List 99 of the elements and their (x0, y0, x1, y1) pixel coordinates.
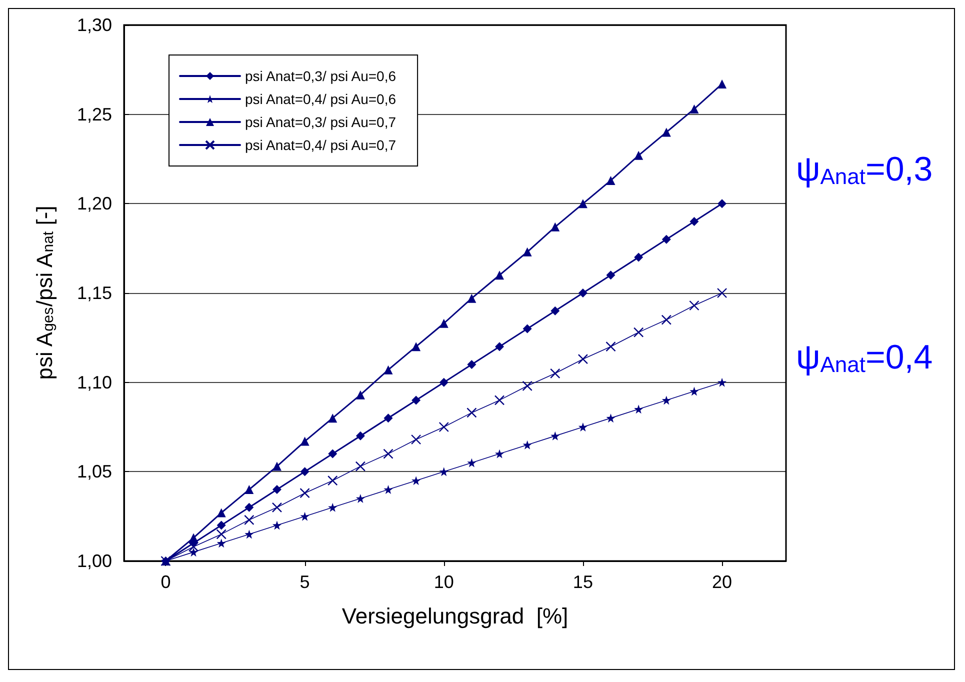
point (606, 414, 616, 423)
y-tick-label: 1,25 (76, 104, 112, 124)
y-tick-label: 1,20 (76, 194, 112, 214)
point (438, 422, 449, 432)
x-tick-label: 10 (434, 572, 454, 592)
point (189, 533, 198, 542)
point (606, 270, 616, 280)
point (244, 485, 254, 494)
point (328, 476, 338, 486)
point (718, 199, 727, 208)
point (383, 448, 394, 459)
point (606, 342, 616, 352)
point (522, 440, 532, 450)
point (550, 431, 560, 440)
point (300, 436, 310, 446)
point (690, 217, 699, 226)
point (272, 462, 282, 471)
point (467, 294, 476, 303)
point (550, 368, 560, 378)
x-tick-label: 20 (712, 572, 732, 592)
point (578, 199, 588, 208)
point (718, 79, 727, 88)
point (216, 508, 226, 518)
point (550, 306, 560, 316)
point (690, 386, 699, 396)
point (439, 378, 448, 387)
point (495, 342, 504, 352)
point (522, 247, 532, 256)
y-tick-label: 1,05 (76, 462, 112, 482)
text: ψAnat=0,4 (796, 338, 933, 377)
legend-label: psi Anat=0,4/ psi Au=0,6 (245, 91, 396, 107)
point (356, 390, 365, 400)
point (495, 449, 504, 458)
point (439, 318, 448, 328)
x-tick-label: 0 (160, 572, 171, 592)
x-axis-title: Versiegelungsgrad [%] (342, 604, 568, 628)
legend-label: psi Anat=0,3/ psi Au=0,6 (245, 68, 396, 84)
point (412, 476, 421, 486)
point (578, 354, 588, 364)
point (328, 449, 338, 458)
point (300, 488, 310, 498)
point (188, 542, 199, 552)
point (272, 502, 282, 512)
point (439, 467, 448, 476)
point (690, 104, 699, 114)
point (410, 434, 422, 445)
point (550, 222, 560, 232)
point (661, 314, 672, 325)
point (522, 380, 532, 392)
y-tick-label: 1,10 (76, 372, 112, 392)
point (662, 396, 671, 405)
point (356, 431, 365, 440)
point (494, 395, 505, 406)
point (718, 378, 727, 387)
point (467, 458, 476, 468)
x-tick-label: 5 (300, 572, 310, 592)
legend-label: psi Anat=0,3/ psi Au=0,7 (245, 114, 396, 130)
legend-label: psi Anat=0,4/ psi Au=0,7 (245, 137, 396, 153)
point (189, 548, 198, 557)
point (356, 494, 365, 503)
point (244, 502, 254, 512)
point (300, 467, 310, 476)
y-axis-title: psi Ages/psi Anat [-] (32, 206, 57, 380)
y-tick-label: 1,15 (76, 283, 112, 303)
y-tick-label: 1,00 (76, 551, 112, 571)
point (634, 252, 644, 262)
point (412, 342, 421, 352)
point (412, 396, 421, 405)
point (467, 360, 476, 369)
point (578, 288, 588, 298)
point (384, 485, 393, 494)
point (328, 414, 338, 423)
point (384, 365, 393, 374)
point (272, 485, 282, 494)
point (633, 327, 644, 338)
point (662, 128, 671, 137)
point (578, 422, 588, 432)
point (662, 234, 671, 244)
point (328, 502, 338, 512)
point (522, 324, 532, 334)
point (272, 520, 282, 530)
point (466, 408, 477, 418)
y-tick-label: 1,30 (76, 15, 112, 35)
point (495, 270, 504, 280)
point (300, 512, 310, 521)
point (216, 538, 226, 548)
point (216, 529, 226, 540)
point (634, 150, 644, 160)
point (689, 300, 700, 311)
point (384, 414, 393, 423)
point (606, 176, 616, 185)
point (244, 514, 254, 526)
point (216, 520, 226, 530)
x-tick-label: 15 (572, 572, 593, 592)
text: ψAnat=0,3 (796, 150, 933, 190)
point (634, 404, 644, 414)
point (244, 530, 254, 539)
point (355, 461, 366, 472)
point (716, 288, 728, 298)
